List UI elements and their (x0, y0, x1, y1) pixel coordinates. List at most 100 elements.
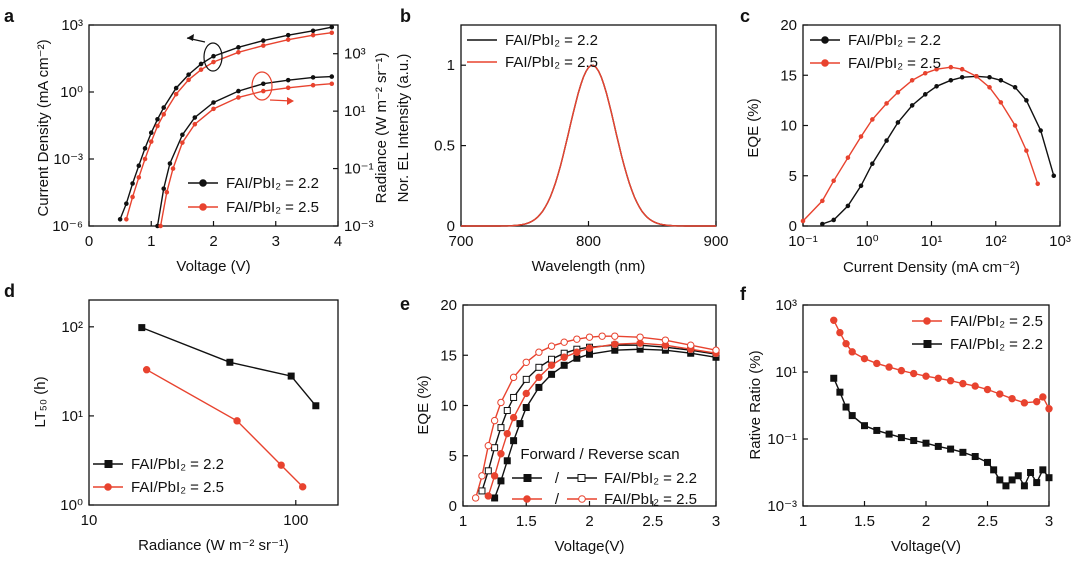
series-e3-point (661, 336, 670, 344)
series-e3-point (478, 472, 486, 480)
series-a2-point (236, 88, 241, 94)
panel-e: e 1 1.5 2 2.5 3 0 5 10 15 20 Voltage(V) EQE (%) Forwa… (400, 294, 720, 555)
series-f1-point (897, 434, 905, 442)
y-tick-label: 10³ (61, 17, 83, 34)
series-f1-point (1008, 476, 1016, 484)
series-c1-point (884, 101, 889, 106)
y-axis-label: Rative Ratio (%) (747, 350, 764, 459)
series-a3-point (211, 106, 216, 112)
series-e3-point (484, 442, 492, 450)
x-tick-label: 1 (459, 513, 467, 530)
series-d1-point (299, 483, 307, 491)
legend-d-1-swatch-marker (104, 460, 113, 468)
y-tick-label: 0 (789, 218, 797, 235)
x-tick-label: 2.5 (977, 513, 998, 530)
x-tick-label: 3 (272, 233, 280, 250)
y-tick-label: 10⁰ (60, 84, 83, 101)
series-e2-point (503, 429, 511, 438)
x-axis-label: Wavelength (nm) (532, 258, 646, 275)
x-axis-label: Voltage(V) (891, 538, 961, 555)
series-a1-point (136, 175, 142, 180)
series-e2-point (547, 361, 556, 369)
x-tick-label: 1.5 (854, 513, 875, 530)
y-tick-label: 10⁻⁶ (52, 218, 83, 235)
series-e1-point (548, 355, 556, 363)
series-a2-point (285, 77, 291, 83)
series-a2-point (192, 115, 198, 120)
series-a1-point (173, 91, 179, 97)
y-tick-label: 20 (780, 17, 797, 34)
series-a3-point (192, 121, 198, 127)
x-tick-label: 1 (147, 233, 155, 250)
y-axis-label: LT₅₀ (h) (32, 376, 49, 427)
series-c0-point (998, 77, 1004, 83)
series-f1-point (1014, 472, 1022, 480)
series-a3-point (310, 82, 316, 88)
legend-c-1-label: FAI/PbI₂ = 2.2 (848, 32, 941, 49)
series-e1-point (497, 424, 505, 432)
legend-f-1-label: FAI/PbI₂ = 2.5 (950, 313, 1043, 330)
series-f0-point (959, 379, 967, 388)
series-f0-point (830, 316, 838, 324)
series-a2-point (180, 132, 185, 138)
panel-letter-c: c (740, 6, 750, 26)
series-c1-point (998, 100, 1004, 105)
series-f1-point (836, 388, 844, 396)
legend-e-label: FAI/PbI₂ = 2.5 (604, 491, 697, 508)
x-tick-label: 2 (209, 233, 217, 250)
legend-e-rev-marker (577, 474, 586, 482)
series-c0-point (895, 120, 901, 125)
panel-c: c 10⁻¹ 10⁰ 10¹ 10² 10³ 0 5 10 15 20 Current Density… (740, 6, 1071, 276)
series-c1-point (974, 73, 979, 79)
series-c1-point (922, 70, 928, 76)
legend-a-2-swatch-marker (199, 203, 207, 211)
series-c0-point (1051, 173, 1057, 179)
series-e3-point (611, 332, 619, 340)
series-a1-point (155, 123, 160, 129)
x-tick-label: 10⁻¹ (788, 233, 818, 250)
series-c1-point (934, 66, 939, 72)
series-c0-point (987, 74, 992, 80)
x-tick-label: 3 (1045, 513, 1053, 530)
series-e3-point (535, 348, 543, 356)
series-e3-point (687, 341, 695, 349)
series-e0-point (510, 437, 518, 445)
series-f0-point (897, 366, 906, 375)
series-d1-point (277, 461, 285, 469)
y-tick-label: 15 (780, 67, 797, 84)
series-c0-point (858, 183, 864, 189)
series-a1-point (310, 32, 316, 38)
y-axis-label: Nor. EL Intensity (a.u.) (395, 54, 412, 203)
series-a0-point (142, 146, 148, 151)
series-e2-point (497, 450, 505, 458)
x-tick-label: 10² (985, 233, 1007, 250)
y-axis-label: Radiance (W m⁻² sr⁻¹) (373, 53, 390, 204)
series-d0-line (141, 326, 317, 407)
y-tick-label: 5 (449, 448, 457, 465)
x-tick-label: 10¹ (921, 233, 943, 250)
series-a3-point (285, 85, 291, 91)
legend-a-1-label: FAI/PbI₂ = 2.2 (226, 175, 319, 192)
panel-a: a 0 1 2 3 4 10⁻⁶ 10⁻³ 10⁰ 10³ 10⁻³ 10⁻¹ 10¹ 10³ Voltag… (4, 6, 390, 275)
y-tick-label: 10 (440, 398, 457, 415)
y-tick-label: 10⁻³ (767, 498, 797, 515)
y-tick-label: 20 (440, 297, 457, 314)
series-a0-point (329, 24, 335, 30)
panel-f: f 1 1.5 2 2.5 3 10⁻³ 10⁻¹ 10¹ 10³ Voltage(V) Rative… (740, 284, 1053, 555)
series-a3-point (261, 88, 266, 94)
series-c0-point (959, 74, 965, 80)
series-a1-point (236, 49, 241, 55)
series-e1-point (522, 375, 530, 383)
y-tick-label: 10¹ (344, 103, 366, 120)
series-a2-point (161, 186, 166, 191)
series-a0-point (124, 201, 129, 206)
series-c1-point (870, 117, 875, 122)
series-e2-point (636, 339, 644, 347)
series-a1-line (125, 32, 332, 220)
plot-frame (88, 299, 339, 506)
series-f1-point (990, 466, 998, 474)
series-e2-point (560, 353, 568, 361)
series-a2-point (211, 100, 216, 105)
series-a1-point (198, 67, 204, 72)
series-a2-point (329, 74, 335, 79)
